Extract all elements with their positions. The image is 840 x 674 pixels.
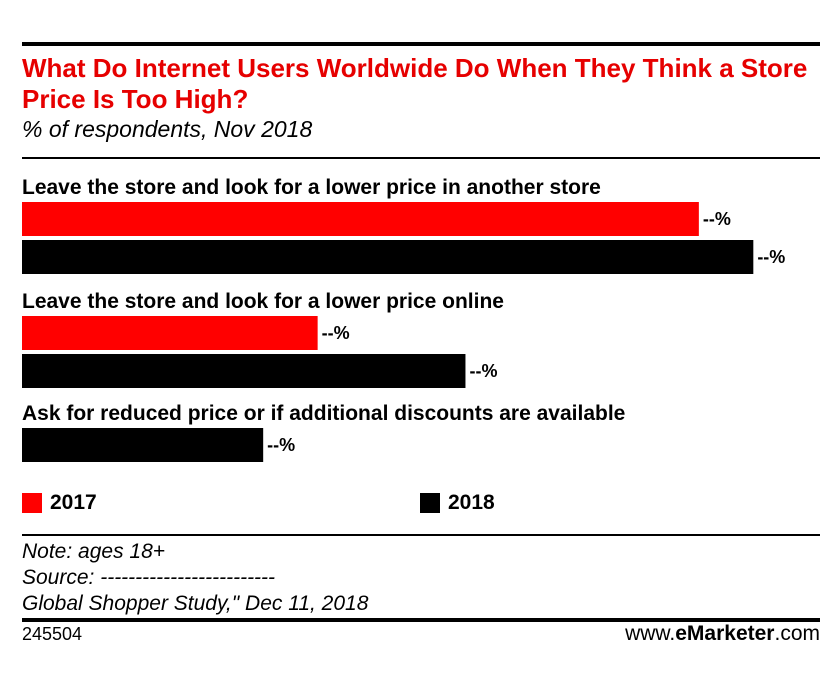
category-label: Leave the store and look for a lower pri… (22, 290, 504, 313)
footer-rule (22, 618, 820, 622)
subtitle-rule (22, 157, 820, 159)
note-text: Note: ages 18+ (22, 540, 166, 563)
bar-2018 (22, 428, 264, 462)
legend-item-2017: 2017 (22, 491, 97, 515)
top-rule (22, 42, 820, 46)
chart-title: What Do Internet Users Worldwide Do When… (22, 53, 808, 114)
bar-2017 (22, 316, 318, 350)
brand-prefix: www. (625, 622, 676, 645)
data-label: --% (703, 209, 731, 229)
bar-2018 (22, 240, 754, 274)
source-text: Source: ------------------------- (22, 566, 276, 589)
legend-item-2018: 2018 (420, 491, 495, 515)
notes-rule (22, 534, 820, 536)
chart-subtitle: % of respondents, Nov 2018 (22, 116, 313, 142)
data-label: --% (469, 361, 497, 381)
legend-swatch-2017 (22, 493, 42, 513)
data-label: --% (267, 435, 295, 455)
legend-label-2017: 2017 (50, 491, 97, 514)
data-label: --% (757, 247, 785, 267)
bar-chart: Leave the store and look for a lower pri… (22, 176, 785, 462)
chart-id: 245504 (22, 624, 83, 644)
brand-suffix: .com (774, 622, 820, 645)
legend-swatch-2018 (420, 493, 440, 513)
bar-2017 (22, 202, 699, 236)
category-label: Ask for reduced price or if additional d… (22, 402, 625, 425)
brand-name: eMarketer (675, 622, 775, 645)
bar-2018 (22, 354, 466, 388)
legend-label-2018: 2018 (448, 491, 495, 514)
category-label: Leave the store and look for a lower pri… (22, 176, 601, 199)
source-detail-text: Global Shopper Study," Dec 11, 2018 (22, 592, 369, 615)
brand-link[interactable]: www.eMarketer.com (625, 622, 820, 646)
data-label: --% (322, 323, 350, 343)
